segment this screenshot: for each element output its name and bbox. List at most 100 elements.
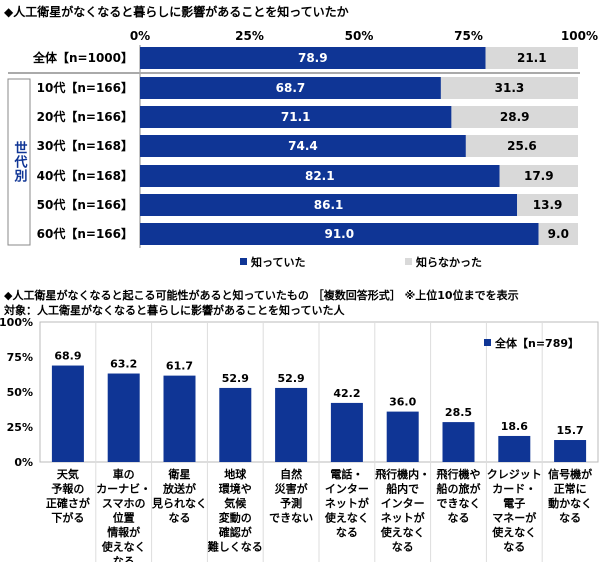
category-label: できない bbox=[269, 512, 313, 525]
legend-swatch bbox=[484, 339, 491, 346]
category-label: ネットが bbox=[381, 511, 425, 525]
y-tick-label: 100% bbox=[0, 316, 33, 329]
data-label: 42.2 bbox=[333, 387, 360, 400]
category-label: ネットが bbox=[325, 496, 369, 510]
category-label: 10代【n=166】 bbox=[37, 80, 133, 95]
data-label: 13.9 bbox=[533, 198, 563, 212]
category-label: 下がる bbox=[51, 511, 84, 525]
bar-segment bbox=[140, 135, 466, 157]
category-label: 全体【n=1000】 bbox=[32, 50, 133, 65]
data-label: 63.2 bbox=[110, 358, 137, 371]
data-label: 61.7 bbox=[166, 360, 193, 373]
bar-segment bbox=[140, 194, 518, 216]
category-label: カード・ bbox=[492, 483, 536, 496]
category-label: 災害が bbox=[274, 482, 308, 496]
data-label: 21.1 bbox=[517, 51, 547, 65]
category-label: 信号機が bbox=[548, 467, 592, 481]
legend-swatch bbox=[240, 258, 247, 265]
legend-label: 知っていた bbox=[250, 255, 305, 269]
x-tick-label: 100% bbox=[561, 29, 598, 43]
category-label: なる bbox=[169, 512, 191, 525]
bar-segment bbox=[499, 165, 578, 187]
category-label: 30代【n=168】 bbox=[37, 138, 133, 153]
category-label: 位置 bbox=[113, 511, 135, 525]
data-label: 18.6 bbox=[501, 420, 528, 433]
category-label: 環境や bbox=[219, 482, 252, 496]
bar bbox=[442, 422, 475, 462]
chart2-title: ◆人工衛星がなくなると起こる可能性があると知っていたもの ［複数回答形式］ ※上… bbox=[4, 289, 519, 302]
group-label: 世代別 bbox=[11, 141, 27, 183]
x-tick-label: 75% bbox=[454, 29, 483, 43]
bar bbox=[275, 387, 308, 462]
data-label: 15.7 bbox=[557, 424, 584, 437]
category-label: 確認が bbox=[219, 525, 252, 539]
data-label: 17.9 bbox=[524, 169, 554, 183]
bar-segment bbox=[440, 77, 578, 99]
category-label: 予報の bbox=[51, 482, 84, 496]
category-label: インター bbox=[325, 483, 369, 496]
bar bbox=[107, 373, 140, 462]
bar bbox=[330, 402, 363, 462]
category-label: 20代【n=166】 bbox=[37, 109, 133, 124]
category-label: 地球 bbox=[224, 467, 247, 481]
data-label: 74.4 bbox=[288, 139, 318, 153]
legend-label: 知らなかった bbox=[415, 255, 482, 269]
category-label: 船の旅が bbox=[437, 482, 481, 496]
category-label: 50代【n=166】 bbox=[37, 197, 133, 212]
category-label: 船内で bbox=[386, 482, 419, 496]
data-label: 52.9 bbox=[278, 372, 305, 385]
chart1-title: ◆人工衛星がなくなると暮らしに影響があることを知っていたか bbox=[4, 5, 349, 19]
category-label: インター bbox=[381, 497, 425, 510]
bar bbox=[554, 440, 587, 462]
bar bbox=[386, 411, 419, 462]
category-label: 使えなく bbox=[324, 511, 369, 525]
category-label: なる bbox=[336, 526, 358, 539]
data-label: 91.0 bbox=[324, 227, 354, 241]
category-label: 情報が bbox=[107, 525, 140, 539]
bar-segment bbox=[465, 135, 578, 157]
category-label: 予測 bbox=[280, 496, 302, 510]
category-label: 気候 bbox=[224, 496, 247, 510]
chart2-subtitle: 対象：人工衛星がなくなると暮らしに影響があることを知っていた人 bbox=[4, 304, 345, 317]
category-label: 車の bbox=[113, 467, 135, 481]
x-tick-label: 50% bbox=[345, 29, 374, 43]
category-label: 自然 bbox=[280, 467, 302, 481]
bar-segment bbox=[485, 47, 578, 69]
bar-segment bbox=[140, 77, 441, 99]
data-label: 68.9 bbox=[54, 350, 81, 363]
category-label: 難しくなる bbox=[208, 540, 263, 554]
data-label: 71.1 bbox=[281, 110, 311, 124]
bar-segment bbox=[140, 165, 500, 187]
y-tick-label: 75% bbox=[7, 351, 33, 364]
y-tick-label: 25% bbox=[7, 421, 33, 434]
bar bbox=[51, 365, 84, 462]
category-label: 衛星 bbox=[168, 467, 191, 481]
category-label: 放送が bbox=[162, 482, 196, 496]
data-label: 82.1 bbox=[305, 169, 335, 183]
stacked-bar-chart: 0% 25% 50% 75% 100% 全体【n=1000】 78.9 21.1 10代【n=1… bbox=[7, 29, 598, 269]
data-label: 28.9 bbox=[500, 110, 530, 124]
legend-swatch bbox=[405, 258, 412, 265]
data-label: 68.7 bbox=[276, 81, 306, 95]
category-label: 動かなく bbox=[548, 496, 592, 510]
category-label: 天気 bbox=[57, 467, 79, 481]
bar bbox=[498, 435, 531, 462]
category-label: 変動の bbox=[219, 511, 252, 525]
category-label: 正確さが bbox=[46, 496, 90, 510]
category-label: 飛行機内・ bbox=[374, 467, 430, 481]
category-label: クレジット bbox=[487, 468, 542, 481]
category-label: なる bbox=[503, 541, 525, 554]
bar bbox=[163, 375, 196, 462]
data-label: 28.5 bbox=[445, 406, 472, 419]
bar-segment bbox=[538, 223, 578, 245]
bar bbox=[219, 387, 252, 462]
bar-segment bbox=[451, 106, 578, 128]
group-box bbox=[7, 78, 31, 246]
bar-segment bbox=[140, 223, 539, 245]
data-label: 78.9 bbox=[298, 51, 328, 65]
category-label: 電話・ bbox=[330, 467, 363, 481]
category-label: なる bbox=[392, 541, 414, 554]
bar-segment bbox=[140, 47, 486, 69]
category-label: なる bbox=[113, 555, 135, 562]
